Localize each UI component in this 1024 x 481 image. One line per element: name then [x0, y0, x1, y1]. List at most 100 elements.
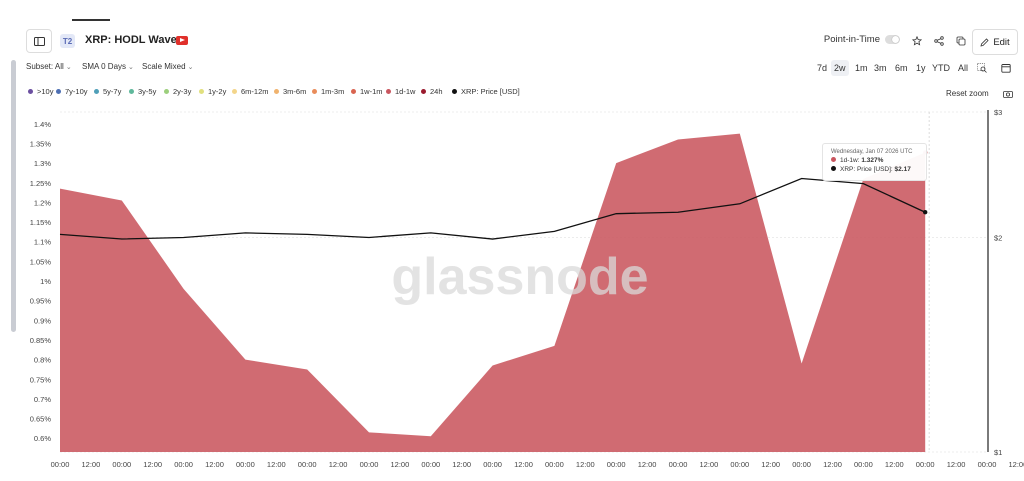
range-6m[interactable]: 6m	[895, 63, 908, 73]
x-tick-label: 00:00	[236, 460, 255, 469]
range-all[interactable]: All	[958, 63, 969, 73]
tooltip-date: Wednesday, Jan 07 2026 UTC	[831, 149, 913, 155]
x-tick-label: 00:00	[360, 460, 379, 469]
y-tick-label: 1.1%	[34, 238, 51, 247]
x-tick-label: 12:00	[576, 460, 595, 469]
x-tick-label: 12:00	[885, 460, 904, 469]
hover-dot-xrp-price	[923, 210, 928, 215]
x-tick-label: 12:00	[823, 460, 842, 469]
x-tick-label: 12:00	[391, 460, 410, 469]
x-tick-label: 12:00	[947, 460, 966, 469]
legend-item-1y-2y[interactable]: 1y-2y	[199, 87, 226, 96]
y-tick-label: 1.25%	[30, 179, 52, 188]
legend-item-6m-12m[interactable]: 6m-12m	[232, 87, 269, 96]
legend-label: 1m-3m	[321, 87, 345, 96]
subset-label: Subset: All	[26, 62, 64, 71]
legend-label: 1d-1w	[395, 87, 416, 96]
range-1y[interactable]: 1y	[916, 63, 926, 73]
legend-swatch	[312, 88, 317, 94]
y-tick-label: 1.3%	[34, 159, 51, 168]
edit-label: Edit	[993, 36, 1010, 48]
legend-label: 5y-7y	[103, 87, 122, 96]
x-tick-label: 12:00	[638, 460, 657, 469]
range-2w[interactable]: 2w	[831, 60, 849, 76]
copy-button[interactable]	[954, 34, 968, 48]
chart-tooltip: Wednesday, Jan 07 2026 UTC 1d-1w: 1.327%…	[822, 143, 927, 181]
subset-dropdown[interactable]: Subset: All ⌄	[26, 62, 72, 71]
y-tick-label: 0.65%	[30, 415, 52, 424]
sma-label: SMA 0 Days	[82, 62, 127, 71]
x-tick-label: 00:00	[112, 460, 131, 469]
y-tick-label: 1.4%	[34, 120, 51, 129]
legend-label: 7y-10y	[65, 87, 88, 96]
edit-button[interactable]: Edit	[972, 29, 1018, 55]
point-in-time-toggle[interactable]	[885, 35, 900, 44]
legend-item-1m-3m[interactable]: 1m-3m	[312, 87, 344, 96]
x-tick-label: 12:00	[452, 460, 471, 469]
y-tick-label: 0.75%	[30, 375, 52, 384]
range-ytd[interactable]: YTD	[932, 63, 950, 73]
range-1m[interactable]: 1m	[855, 63, 868, 73]
youtube-icon[interactable]	[176, 36, 188, 45]
x-tick-label: 12:00	[82, 460, 101, 469]
y-axis-left: 0.6% 0.65% 0.7% 0.75% 0.8% 0.85% 0.9% 0.95% 1% 1.…	[30, 120, 52, 443]
legend-item-2y-3y[interactable]: 2y-3y	[164, 87, 191, 96]
scale-dropdown[interactable]: Scale Mixed ⌄	[142, 62, 193, 71]
legend-label: XRP: Price [USD]	[461, 87, 520, 96]
calendar-button[interactable]	[1000, 62, 1012, 74]
y-tick-label: 0.7%	[34, 395, 51, 404]
legend-item-1d-1w[interactable]: 1d-1w	[386, 87, 415, 96]
legend-swatch	[421, 88, 426, 94]
y-tick-label: 0.8%	[34, 356, 51, 365]
legend-item-3m-6m[interactable]: 3m-6m	[274, 87, 306, 96]
legend-swatch	[56, 88, 61, 94]
legend-item-1w-1m[interactable]: 1w-1m	[351, 87, 383, 96]
x-tick-label: 00:00	[483, 460, 502, 469]
series-area	[60, 133, 926, 452]
y-tick-label: 1%	[40, 277, 51, 286]
x-tick-label: 00:00	[298, 460, 317, 469]
custom-zoom-button[interactable]	[975, 62, 989, 74]
legend-swatch	[28, 88, 33, 94]
legend-item-24h[interactable]: 24h	[421, 87, 443, 96]
range-7d[interactable]: 7d	[817, 63, 828, 73]
x-tick-label: 00:00	[421, 460, 440, 469]
legend-swatch	[351, 88, 356, 94]
legend-item-7y-10y[interactable]: 7y-10y	[56, 87, 88, 96]
tooltip-label: XRP: Price [USD]:	[840, 166, 893, 173]
sidebar-icon	[33, 36, 45, 46]
x-tick-label: 00:00	[669, 460, 688, 469]
range-3m[interactable]: 3m	[874, 63, 887, 73]
x-tick-label: 00:00	[792, 460, 811, 469]
sma-dropdown[interactable]: SMA 0 Days ⌄	[82, 62, 134, 71]
y-tick-label: 0.85%	[30, 336, 52, 345]
share-button[interactable]	[932, 34, 946, 48]
x-tick-label: 00:00	[916, 460, 935, 469]
legend-item-3y-5y[interactable]: 3y-5y	[129, 87, 156, 96]
tooltip-value: 1.327%	[861, 157, 884, 164]
sidebar-toggle-button[interactable]	[26, 29, 52, 53]
screenshot-button[interactable]	[1002, 89, 1014, 99]
x-tick-label: 12:00	[143, 460, 162, 469]
legend-item-xrp-price[interactable]: XRP: Price [USD]	[452, 87, 520, 96]
scale-label: Scale Mixed	[142, 62, 186, 71]
line-xrp-price	[59, 177, 926, 240]
area-1d-1w	[60, 133, 926, 452]
star-button[interactable]	[910, 34, 924, 48]
legend-item-5y-7y[interactable]: 5y-7y	[94, 87, 121, 96]
vertical-scrollbar[interactable]	[11, 60, 16, 332]
legend-item-gt10y[interactable]: >10y	[28, 87, 53, 96]
legend-swatch	[274, 88, 279, 94]
x-tick-label: 12:00	[514, 460, 533, 469]
reset-zoom-button[interactable]: Reset zoom	[946, 89, 989, 98]
star-icon	[912, 36, 922, 46]
chevron-down-icon: ⌄	[187, 64, 194, 71]
x-tick-label: 00:00	[730, 460, 749, 469]
tooltip-row-xrp-price: XRP: Price [USD]: $2.17	[831, 165, 911, 173]
zoom-select-icon	[977, 63, 987, 73]
active-tab-indicator	[72, 19, 110, 21]
camera-icon	[1003, 91, 1013, 98]
legend-label: 1y-2y	[208, 87, 227, 96]
legend-swatch	[94, 88, 99, 94]
